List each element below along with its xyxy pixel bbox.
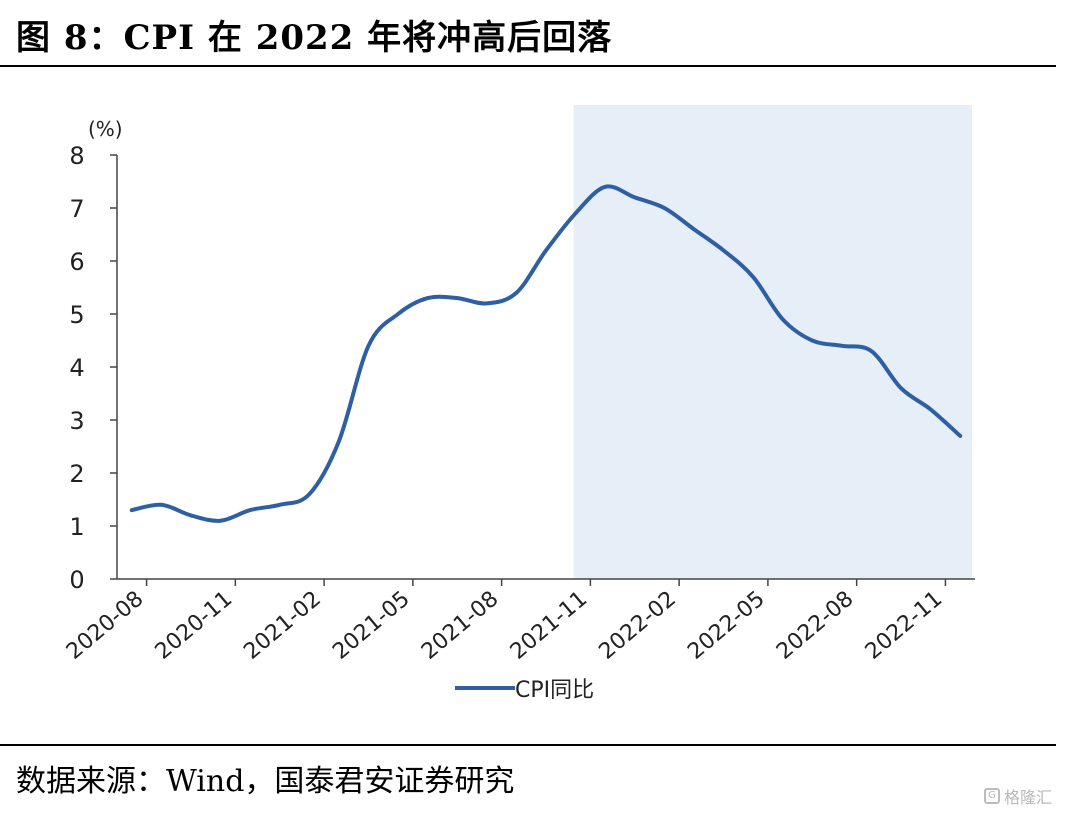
bottom-divider bbox=[0, 744, 1056, 746]
data-point-2022-01 bbox=[632, 194, 638, 200]
data-point-2022-11 bbox=[928, 406, 934, 412]
data-point-2021-05 bbox=[395, 311, 401, 317]
data-point-2022-02 bbox=[661, 205, 667, 211]
data-point-2020-11 bbox=[218, 518, 224, 524]
data-point-2022-12 bbox=[957, 433, 963, 439]
data-point-2021-02 bbox=[306, 491, 312, 497]
data-point-2022-08 bbox=[839, 343, 845, 349]
watermark-logo-icon: G bbox=[983, 788, 1000, 804]
cpi-series-line bbox=[129, 184, 963, 523]
data-point-2021-08 bbox=[484, 300, 490, 306]
data-point-2021-04 bbox=[365, 343, 371, 349]
data-point-2021-06 bbox=[425, 295, 431, 301]
y-tick-label: 4 bbox=[69, 354, 84, 382]
y-tick-label: 8 bbox=[69, 142, 84, 170]
data-source-note: 数据来源：Wind，国泰君安证券研究 bbox=[16, 764, 515, 799]
x-tick-label: 2021-08 bbox=[417, 586, 503, 664]
x-tick-label: 2020-11 bbox=[151, 586, 237, 664]
x-tick-label: 2021-02 bbox=[239, 586, 325, 664]
x-tick-label: 2022-02 bbox=[595, 586, 681, 664]
data-point-2021-09 bbox=[513, 290, 519, 296]
x-tick-label: 2021-11 bbox=[506, 586, 592, 664]
y-tick-label: 7 bbox=[69, 195, 84, 223]
data-point-2022-06 bbox=[780, 316, 786, 322]
forecast-shade-region bbox=[573, 105, 972, 579]
data-point-2020-10 bbox=[188, 512, 194, 518]
data-point-2021-12 bbox=[602, 184, 608, 190]
y-tick-label: 3 bbox=[69, 407, 84, 435]
y-axis-unit-label: (%) bbox=[88, 117, 123, 141]
x-tick-label: 2020-08 bbox=[62, 586, 148, 664]
data-point-2021-07 bbox=[454, 295, 460, 301]
data-point-2022-05 bbox=[750, 274, 756, 280]
x-tick-label: 2022-11 bbox=[861, 586, 947, 664]
data-point-2020-12 bbox=[247, 507, 253, 513]
y-tick-label: 2 bbox=[69, 460, 84, 488]
y-tick-label: 5 bbox=[69, 301, 84, 329]
legend: CPI同比 bbox=[455, 678, 594, 703]
x-tick-label: 2022-08 bbox=[772, 586, 858, 664]
data-point-2022-04 bbox=[721, 247, 727, 253]
data-point-2021-01 bbox=[277, 502, 283, 508]
data-point-2022-09 bbox=[868, 348, 874, 354]
data-point-2021-11 bbox=[573, 210, 579, 216]
data-point-2022-03 bbox=[691, 226, 697, 232]
data-point-2020-08 bbox=[129, 507, 135, 513]
x-tick-label: 2022-05 bbox=[683, 586, 769, 664]
data-point-2022-07 bbox=[809, 338, 815, 344]
data-point-2022-10 bbox=[898, 385, 904, 391]
data-point-2021-03 bbox=[336, 438, 342, 444]
watermark-text: 格隆汇 bbox=[1003, 788, 1052, 807]
top-divider bbox=[0, 65, 1056, 67]
x-tick-label: 2021-05 bbox=[328, 586, 414, 664]
y-tick-label: 1 bbox=[69, 513, 84, 541]
y-tick-label: 6 bbox=[69, 248, 84, 276]
data-point-2021-10 bbox=[543, 247, 549, 253]
data-point-2020-09 bbox=[158, 502, 164, 508]
legend-label-cpi: CPI同比 bbox=[515, 678, 594, 703]
y-tick-label: 0 bbox=[69, 566, 84, 594]
watermark: G 格隆汇 bbox=[983, 784, 1052, 808]
page-title: 图 8：CPI 在 2022 年将冲高后回落 bbox=[16, 18, 613, 58]
